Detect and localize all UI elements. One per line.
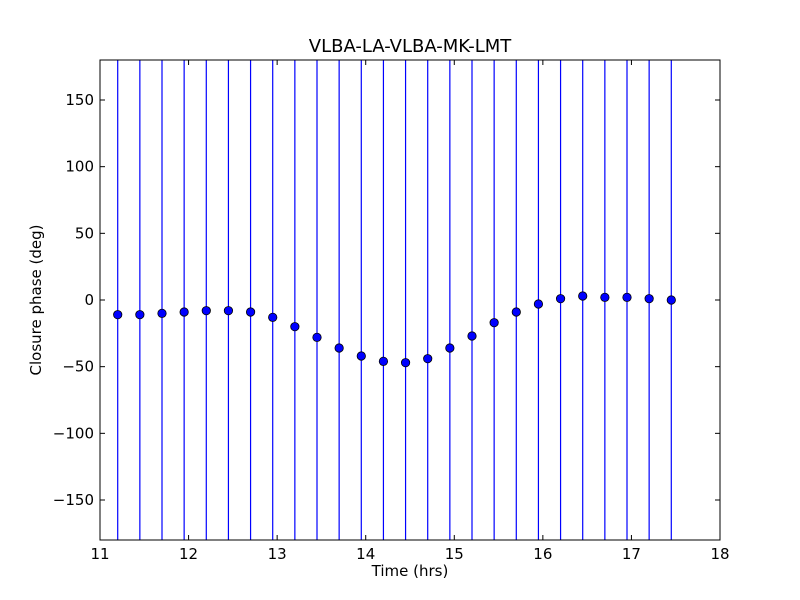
data-point <box>489 318 499 328</box>
data-point <box>334 343 344 353</box>
y-tick-label: −100 <box>53 424 94 442</box>
y-axis-label: Closure phase (deg) <box>27 225 45 376</box>
data-point <box>268 312 278 322</box>
y-tick-label: 0 <box>84 291 94 309</box>
x-tick-label: 15 <box>445 545 464 563</box>
data-point <box>179 307 189 317</box>
data-point <box>312 332 322 342</box>
data-point <box>400 358 411 368</box>
plot-area <box>100 60 720 540</box>
data-point <box>511 307 521 317</box>
data-points <box>113 291 676 368</box>
x-axis-label: Time (hrs) <box>371 562 449 580</box>
x-tick-label: 12 <box>179 545 198 563</box>
y-tick-label: 150 <box>65 91 94 109</box>
x-tick-label: 14 <box>356 545 375 563</box>
x-tick-label: 18 <box>710 545 729 563</box>
plot-frame <box>99 59 721 541</box>
data-point <box>467 331 477 341</box>
data-point <box>201 306 211 316</box>
y-tick-label: −150 <box>53 491 94 509</box>
chart-title: VLBA-LA-VLBA-MK-LMT <box>309 36 513 57</box>
data-point <box>644 294 654 304</box>
data-point <box>578 291 588 301</box>
x-tick-label: 17 <box>622 545 641 563</box>
data-point <box>157 308 167 318</box>
data-point <box>666 295 676 305</box>
data-point <box>113 310 123 320</box>
data-point <box>356 351 366 361</box>
data-point <box>223 306 234 316</box>
x-tick-label: 13 <box>268 545 287 563</box>
data-point <box>290 322 300 332</box>
y-tick-label: 100 <box>65 158 94 176</box>
data-point <box>423 354 433 364</box>
y-tick-label: −50 <box>62 358 94 376</box>
data-point <box>245 307 256 317</box>
axis-ticks: 11 12 13 14 15 16 17 18 −150 −100 −50 0 50 100 150 <box>53 60 730 563</box>
data-point <box>622 292 632 302</box>
data-point <box>555 294 566 304</box>
data-point <box>600 292 610 302</box>
x-tick-label: 16 <box>533 545 552 563</box>
data-point <box>533 299 544 309</box>
data-point <box>445 343 455 353</box>
data-point <box>135 310 145 320</box>
y-tick-label: 50 <box>75 224 94 242</box>
x-tick-label: 11 <box>90 545 109 563</box>
data-point <box>378 356 389 366</box>
